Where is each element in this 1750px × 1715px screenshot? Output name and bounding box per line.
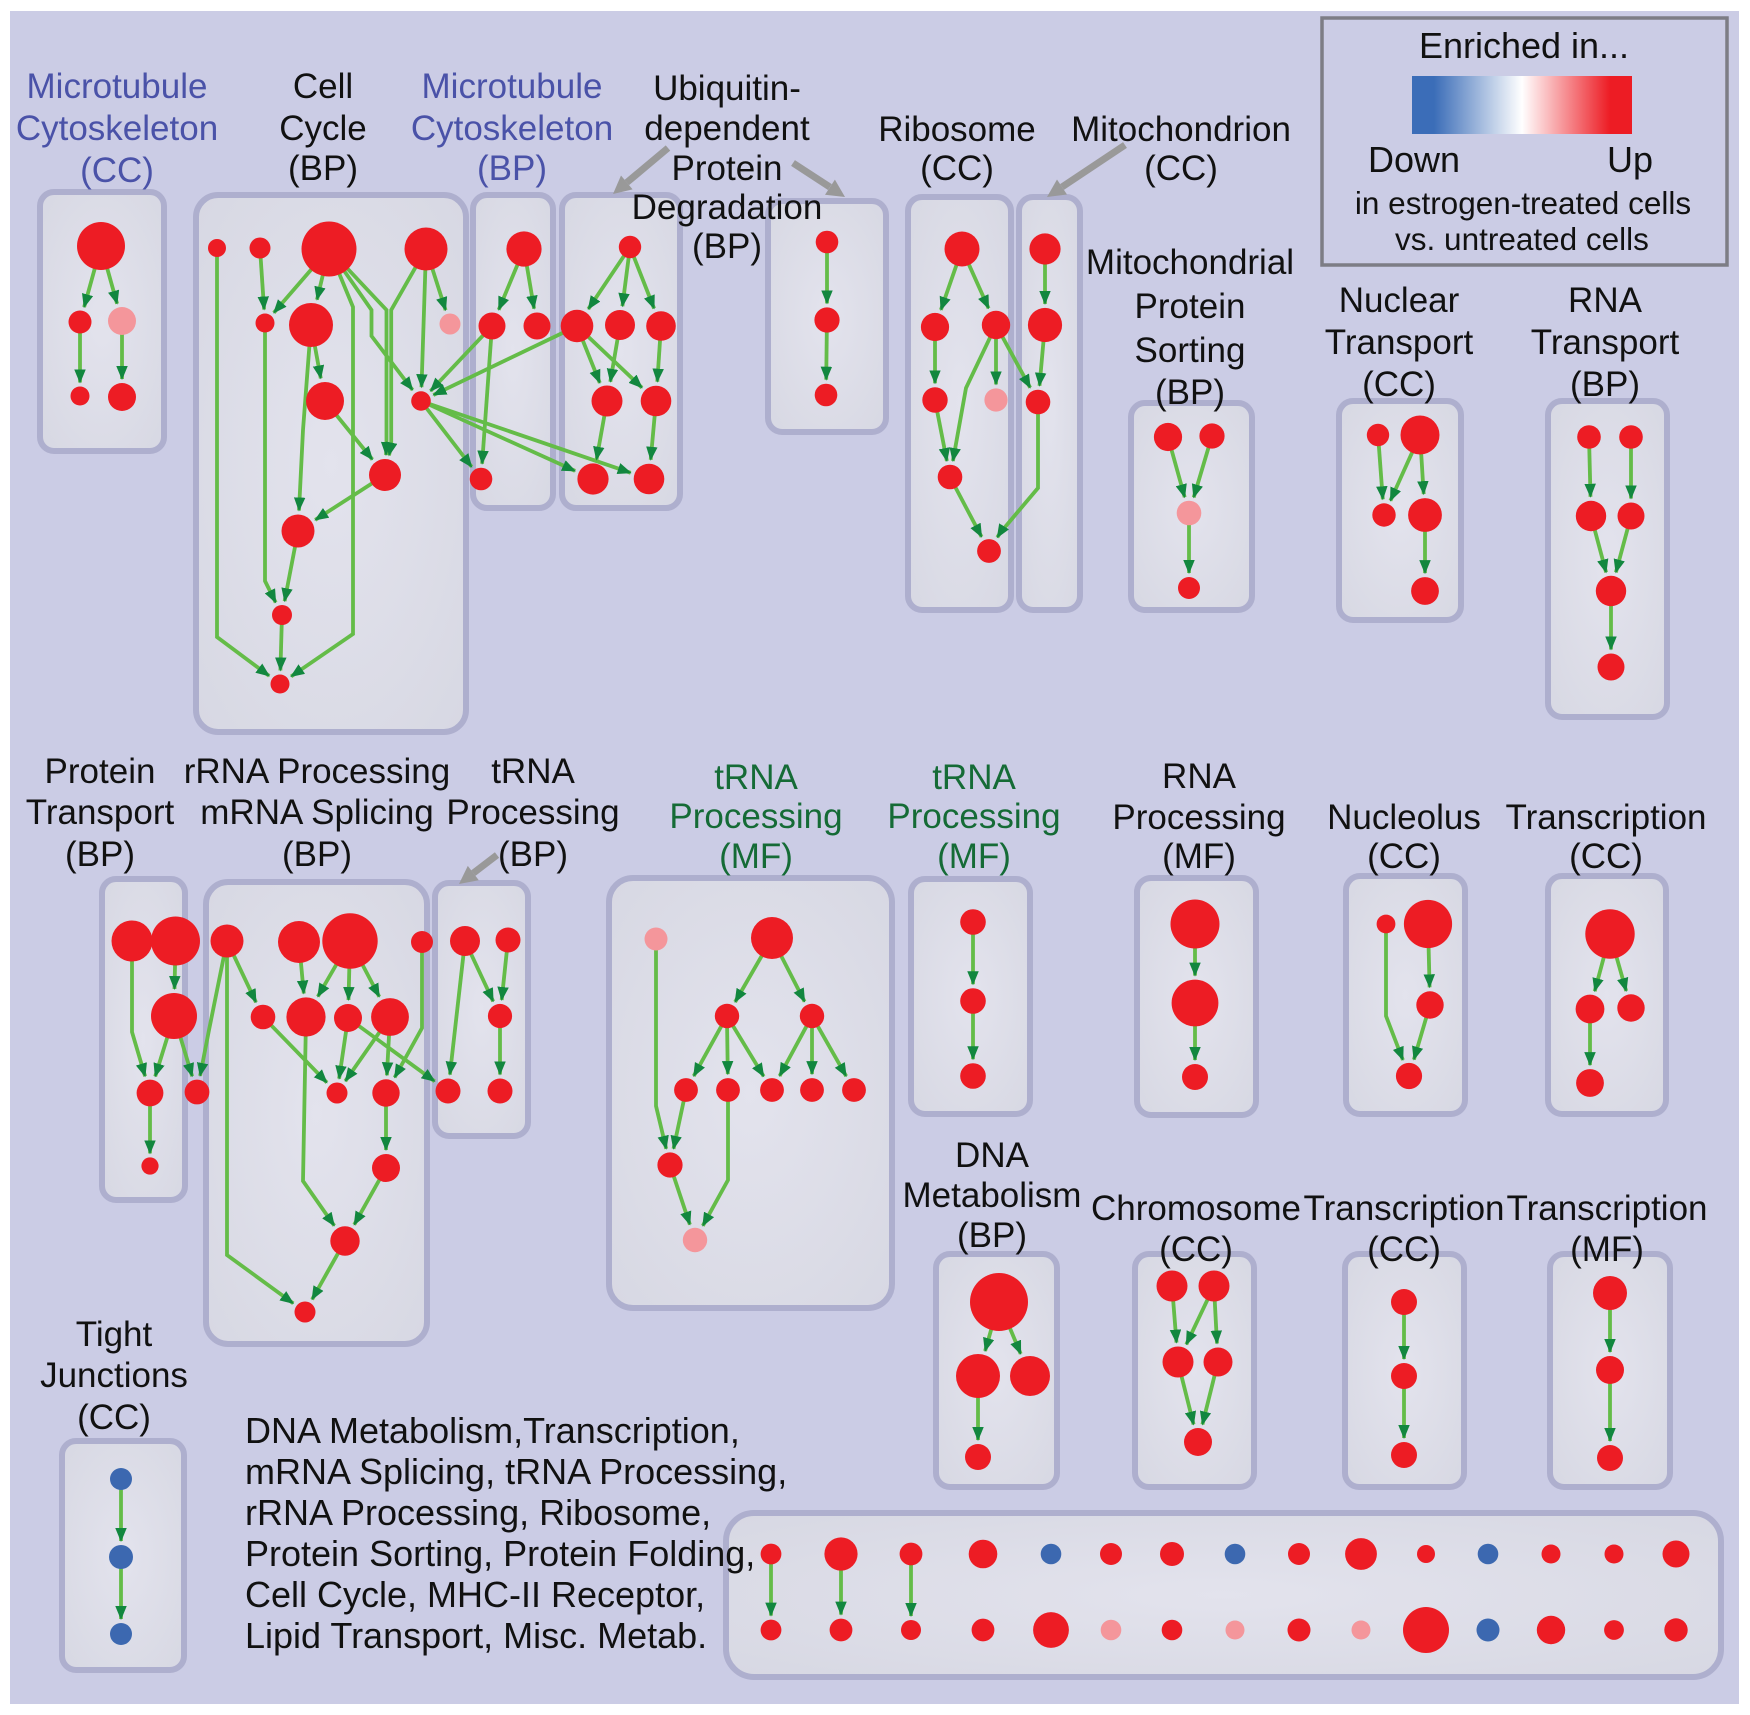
- svg-text:Ubiquitin-: Ubiquitin-: [653, 69, 801, 108]
- svg-text:(BP): (BP): [498, 835, 568, 874]
- svg-text:Tight: Tight: [76, 1315, 153, 1354]
- svg-text:(BP): (BP): [1155, 373, 1225, 412]
- svg-text:Transcription: Transcription: [1507, 1189, 1708, 1228]
- svg-text:Mitochondrial: Mitochondrial: [1086, 243, 1294, 282]
- svg-text:dependent: dependent: [644, 109, 810, 148]
- svg-text:Cytoskeleton: Cytoskeleton: [16, 109, 218, 148]
- svg-text:in estrogen-treated cells: in estrogen-treated cells: [1355, 185, 1691, 221]
- svg-text:(BP): (BP): [477, 149, 547, 188]
- svg-text:Enriched in...: Enriched in...: [1419, 25, 1629, 66]
- svg-text:Mitochondrion: Mitochondrion: [1071, 110, 1291, 149]
- svg-text:(CC): (CC): [1367, 1230, 1441, 1269]
- svg-text:vs. untreated cells: vs. untreated cells: [1395, 221, 1649, 257]
- svg-text:Processing: Processing: [669, 797, 842, 836]
- svg-text:(CC): (CC): [1159, 1230, 1233, 1269]
- svg-text:rRNA Processing, Ribosome,: rRNA Processing, Ribosome,: [245, 1492, 711, 1533]
- svg-text:Transport: Transport: [1531, 323, 1680, 362]
- svg-text:Lipid Transport, Misc. Metab.: Lipid Transport, Misc. Metab.: [245, 1615, 707, 1656]
- svg-text:Up: Up: [1607, 139, 1653, 180]
- svg-text:Processing: Processing: [1112, 798, 1285, 837]
- svg-text:tRNA: tRNA: [932, 758, 1016, 797]
- svg-text:(CC): (CC): [1367, 837, 1441, 876]
- svg-text:Cell Cycle, MHC-II Receptor,: Cell Cycle, MHC-II Receptor,: [245, 1574, 705, 1615]
- svg-text:Cell: Cell: [293, 67, 353, 106]
- svg-text:Transcription: Transcription: [1506, 798, 1707, 837]
- svg-text:(MF): (MF): [1570, 1230, 1644, 1269]
- svg-text:(MF): (MF): [1162, 837, 1236, 876]
- svg-text:Transport: Transport: [1325, 323, 1474, 362]
- svg-text:Junctions: Junctions: [40, 1356, 188, 1395]
- svg-text:Degradation: Degradation: [632, 188, 823, 227]
- svg-text:Transport: Transport: [26, 793, 175, 832]
- svg-text:(BP): (BP): [957, 1216, 1027, 1255]
- svg-text:(BP): (BP): [282, 835, 352, 874]
- svg-text:Ribosome: Ribosome: [878, 110, 1036, 149]
- svg-text:(BP): (BP): [692, 227, 762, 266]
- svg-text:Microtubule: Microtubule: [422, 67, 603, 106]
- svg-text:(CC): (CC): [920, 149, 994, 188]
- svg-text:(BP): (BP): [1570, 365, 1640, 404]
- svg-text:DNA: DNA: [955, 1136, 1030, 1175]
- svg-text:Chromosome: Chromosome: [1091, 1189, 1301, 1228]
- svg-text:Microtubule: Microtubule: [27, 67, 208, 106]
- svg-text:(MF): (MF): [719, 837, 793, 876]
- svg-text:(MF): (MF): [937, 837, 1011, 876]
- svg-text:Processing: Processing: [446, 793, 619, 832]
- svg-text:tRNA: tRNA: [714, 758, 798, 797]
- svg-text:Sorting: Sorting: [1135, 331, 1246, 370]
- svg-text:Protein: Protein: [45, 752, 156, 791]
- svg-text:mRNA Splicing, tRNA Processing: mRNA Splicing, tRNA Processing,: [245, 1451, 787, 1492]
- svg-text:Metabolism: Metabolism: [903, 1176, 1082, 1215]
- svg-text:rRNA Processing: rRNA Processing: [184, 752, 450, 791]
- svg-text:(BP): (BP): [65, 835, 135, 874]
- svg-text:Down: Down: [1368, 139, 1460, 180]
- svg-text:(CC): (CC): [1144, 149, 1218, 188]
- svg-text:(CC): (CC): [80, 151, 154, 190]
- svg-text:Cytoskeleton: Cytoskeleton: [411, 109, 613, 148]
- svg-text:Cycle: Cycle: [279, 109, 367, 148]
- svg-text:tRNA: tRNA: [491, 752, 575, 791]
- svg-text:RNA: RNA: [1568, 281, 1643, 320]
- svg-text:DNA Metabolism,Transcription,: DNA Metabolism,Transcription,: [245, 1410, 740, 1451]
- svg-text:Protein Sorting, Protein Foldi: Protein Sorting, Protein Folding,: [245, 1533, 755, 1574]
- svg-text:Processing: Processing: [887, 797, 1060, 836]
- svg-text:(CC): (CC): [77, 1398, 151, 1437]
- svg-text:Protein: Protein: [672, 149, 783, 188]
- svg-text:Nucleolus: Nucleolus: [1327, 798, 1481, 837]
- svg-text:(BP): (BP): [288, 149, 358, 188]
- svg-text:(CC): (CC): [1569, 837, 1643, 876]
- svg-text:(CC): (CC): [1362, 365, 1436, 404]
- svg-text:mRNA Splicing: mRNA Splicing: [200, 793, 433, 832]
- svg-text:Transcription: Transcription: [1304, 1189, 1505, 1228]
- svg-text:Nuclear: Nuclear: [1339, 281, 1460, 320]
- svg-text:Protein: Protein: [1135, 287, 1246, 326]
- svg-text:RNA: RNA: [1162, 757, 1237, 796]
